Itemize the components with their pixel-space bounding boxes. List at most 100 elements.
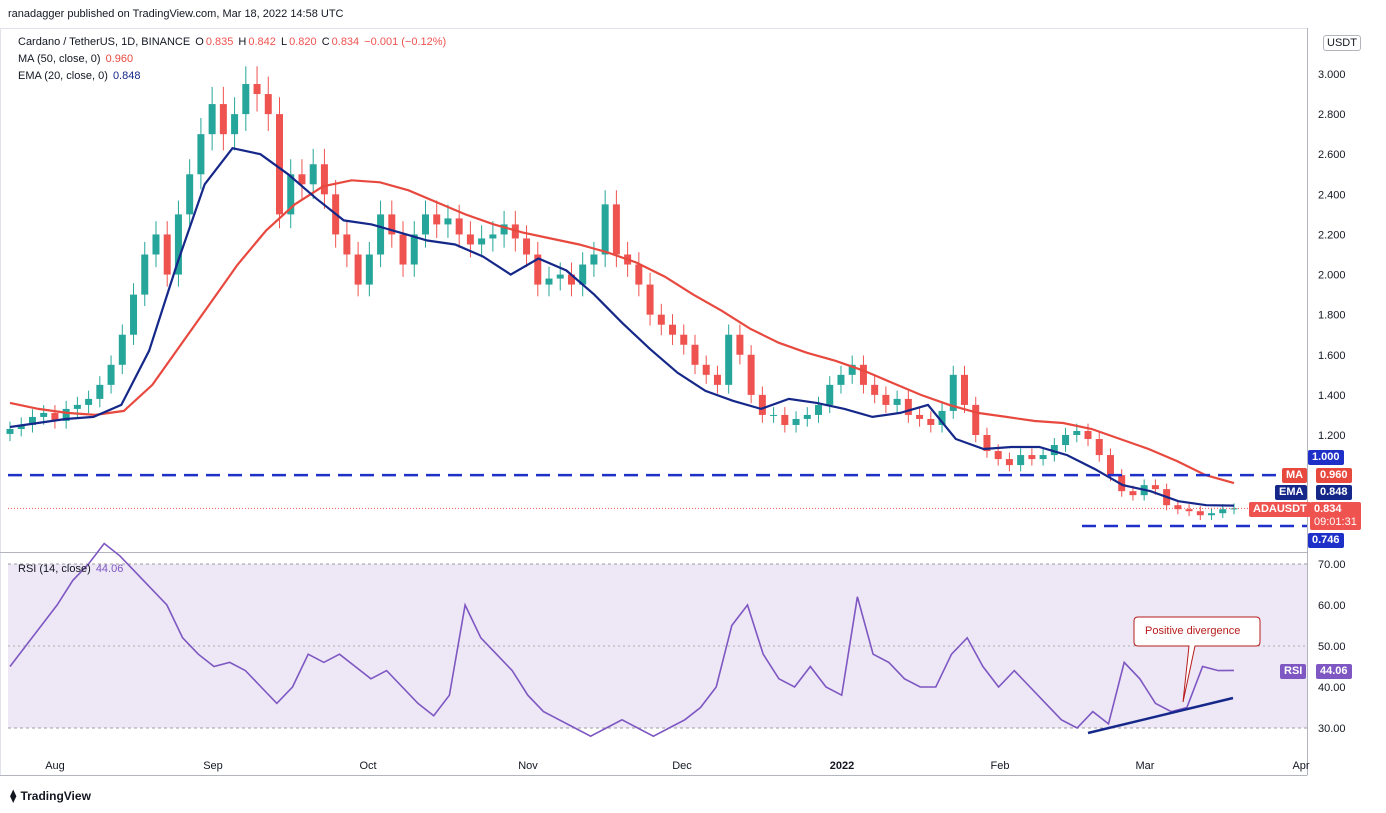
- legend-ema[interactable]: EMA (20, close, 0) 0.848: [18, 70, 142, 82]
- candle-body: [826, 384, 834, 405]
- candle-body: [1050, 445, 1058, 456]
- annotation-callout: [1133, 616, 1261, 703]
- candle-body: [1118, 475, 1126, 492]
- candle-body: [994, 451, 1002, 460]
- candle-body: [455, 218, 463, 235]
- countdown: 09:01:31: [1314, 516, 1357, 528]
- ema-value-badge: 0.848: [1316, 485, 1352, 500]
- candle-body: [489, 234, 497, 239]
- legend-o-label: O: [195, 36, 204, 48]
- legend-ma[interactable]: MA (50, close, 0) 0.960: [18, 53, 135, 65]
- rsi-tick-label: 60.00: [1318, 600, 1346, 612]
- candle-body: [51, 412, 59, 421]
- candle-body: [545, 278, 553, 285]
- candle-body: [421, 214, 429, 235]
- candle-body: [1151, 485, 1159, 490]
- candle-body: [466, 234, 474, 245]
- candle-body: [444, 218, 452, 225]
- rsi-tick-label: 40.00: [1318, 682, 1346, 694]
- candle-body: [478, 238, 486, 245]
- candle-body: [556, 274, 564, 279]
- legend-h-label: H: [238, 36, 247, 48]
- candle-body: [287, 174, 295, 215]
- candle-body: [916, 414, 924, 419]
- price-tick-label: 1.400: [1318, 390, 1346, 402]
- candle-body: [882, 394, 890, 405]
- ma-tag-badge: MA: [1282, 468, 1308, 483]
- legend-ema-label: EMA (20, close, 0): [18, 70, 108, 82]
- candle-body: [1129, 491, 1137, 496]
- candle-body: [680, 334, 688, 345]
- candle-body: [17, 424, 25, 429]
- time-tick-label: Sep: [203, 760, 223, 772]
- candle-body: [1196, 511, 1204, 516]
- time-tick-label: Dec: [672, 760, 692, 772]
- price-tick-label: 2.000: [1318, 270, 1346, 282]
- legend-rsi-label: RSI (14, close): [18, 563, 91, 575]
- candle-body: [242, 84, 250, 115]
- price-tick-label: 1.200: [1318, 430, 1346, 442]
- level-high-badge: 1.000: [1308, 450, 1344, 465]
- price-tick-label: 2.600: [1318, 149, 1346, 161]
- candle-body: [612, 204, 620, 255]
- legend-symbol-line: Cardano / TetherUS, 1D, BINANCE O 0.835 H…: [18, 36, 448, 48]
- legend-symbol: Cardano / TetherUS, 1D, BINANCE: [18, 36, 191, 48]
- candle-body: [433, 214, 441, 225]
- time-tick-label: Apr: [1292, 760, 1309, 772]
- candle-body: [365, 254, 373, 285]
- candle-body: [186, 174, 194, 215]
- pair-price: 0.834: [1314, 503, 1342, 515]
- candle-body: [73, 404, 81, 409]
- candle-body: [388, 214, 396, 235]
- candle-body: [1185, 509, 1193, 512]
- candle-body: [859, 364, 867, 385]
- candle-body: [320, 164, 328, 195]
- price-tick-label: 1.600: [1318, 350, 1346, 362]
- branding[interactable]: ⧫ TradingView: [10, 788, 91, 804]
- currency-label[interactable]: USDT: [1323, 35, 1361, 51]
- candle-body: [590, 254, 598, 265]
- candle-body: [28, 416, 36, 425]
- candle-body: [298, 174, 306, 185]
- candle-body: [1062, 435, 1070, 446]
- candle-body: [264, 94, 272, 115]
- candle-body: [691, 344, 699, 365]
- candle-body: [410, 234, 418, 265]
- candle-body: [107, 364, 115, 385]
- candle-body: [669, 324, 677, 335]
- legend-high: 0.842: [248, 36, 276, 48]
- annotation-text: Positive divergence: [1145, 625, 1241, 637]
- price-tick-label: 2.800: [1318, 109, 1346, 121]
- rsi-tick-label: 70.00: [1318, 559, 1346, 571]
- rsi-line: [9, 542, 1235, 738]
- candle-body: [343, 234, 351, 255]
- rsi-tag-badge: RSI: [1280, 664, 1307, 679]
- candle-body: [253, 84, 261, 95]
- candle-body: [904, 398, 912, 415]
- legend-rsi[interactable]: RSI (14, close) 44.06: [18, 563, 125, 575]
- candle-body: [579, 264, 587, 285]
- candle-body: [174, 214, 182, 275]
- candle-body: [62, 408, 70, 421]
- candle-body: [163, 234, 171, 275]
- legend-c-label: C: [321, 36, 330, 48]
- legend-ma-value: 0.960: [105, 53, 134, 65]
- candle-body: [949, 374, 957, 411]
- rsi-ticks: 70.00 60.00 50.00 40.00 30.00: [1318, 559, 1346, 735]
- price-tick-label: 2.400: [1318, 189, 1346, 201]
- candle-body: [646, 284, 654, 315]
- candle-body: [938, 410, 946, 425]
- candle-body: [118, 334, 126, 365]
- candle-body: [96, 384, 104, 399]
- candle-body: [1073, 430, 1081, 435]
- candle-body: [1017, 455, 1025, 466]
- candle-body: [713, 374, 721, 385]
- candle-body: [983, 435, 991, 452]
- candle-body: [747, 354, 755, 395]
- time-tick-label: Oct: [359, 760, 376, 772]
- candle-body: [1005, 459, 1013, 466]
- candle-body: [40, 412, 48, 417]
- published-info: ranadagger published on TradingView.com,…: [8, 8, 344, 20]
- candle-body: [1106, 455, 1114, 476]
